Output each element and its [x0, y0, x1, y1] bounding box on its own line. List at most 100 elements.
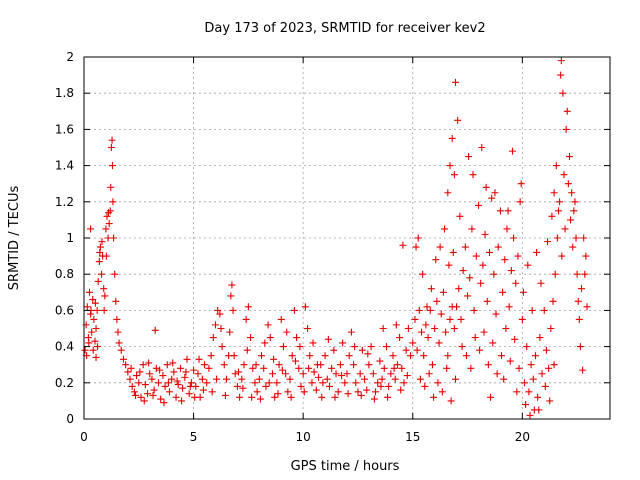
data-point: [378, 375, 386, 383]
data-point: [308, 379, 316, 387]
data-point: [428, 361, 436, 369]
y-tick-label: 1.4: [55, 159, 74, 173]
data-point: [325, 382, 333, 390]
data-point: [396, 334, 404, 342]
data-point: [365, 361, 373, 369]
data-point: [90, 315, 98, 323]
data-point: [313, 361, 321, 369]
data-point: [570, 207, 578, 215]
data-point: [445, 261, 453, 269]
data-point: [176, 364, 184, 372]
data-point: [117, 346, 125, 354]
x-tick-label: 15: [405, 430, 420, 444]
data-point: [137, 393, 145, 401]
data-point: [431, 325, 439, 332]
data-point: [231, 370, 239, 378]
data-point: [393, 361, 401, 369]
data-point: [521, 379, 529, 387]
data-point: [544, 238, 552, 246]
data-point: [557, 57, 565, 65]
data-point: [198, 375, 206, 383]
data-points: [81, 57, 591, 419]
data-point: [389, 352, 397, 360]
data-point: [461, 243, 469, 251]
data-point: [344, 390, 352, 398]
data-point: [295, 364, 303, 372]
data-point: [201, 361, 209, 369]
data-point: [442, 328, 450, 336]
data-point: [244, 303, 252, 311]
data-point: [512, 279, 520, 287]
data-point: [438, 388, 446, 396]
data-point: [498, 352, 506, 360]
data-point: [114, 328, 122, 336]
data-point: [367, 343, 375, 351]
data-point: [275, 361, 283, 369]
data-point: [221, 391, 229, 399]
data-point: [98, 270, 106, 278]
data-point: [233, 382, 241, 390]
data-point: [459, 267, 467, 275]
data-point: [212, 321, 219, 329]
data-point: [261, 339, 269, 347]
data-point: [179, 384, 187, 392]
data-point: [581, 270, 589, 278]
data-point: [119, 355, 127, 363]
data-point: [556, 198, 564, 206]
data-point: [402, 346, 410, 354]
data-point: [572, 234, 580, 242]
data-point: [156, 366, 164, 374]
data-point: [377, 382, 385, 390]
data-point: [286, 375, 294, 383]
data-point: [503, 225, 511, 233]
data-point: [371, 388, 379, 396]
data-point: [376, 357, 384, 365]
data-point: [575, 315, 583, 323]
data-point: [100, 285, 108, 293]
data-point: [443, 364, 451, 372]
data-point: [457, 315, 465, 323]
data-point: [256, 395, 264, 403]
data-point: [112, 297, 120, 305]
data-point: [492, 310, 500, 318]
data-point: [550, 361, 558, 369]
data-point: [350, 361, 358, 369]
data-point: [110, 234, 118, 242]
data-point: [557, 71, 565, 79]
data-point: [209, 334, 217, 342]
data-point: [203, 379, 211, 387]
data-point: [419, 270, 427, 278]
data-point: [426, 306, 434, 314]
data-point: [482, 183, 490, 191]
data-point: [293, 334, 301, 342]
data-point: [488, 194, 496, 202]
data-point: [425, 370, 433, 378]
data-point: [430, 393, 438, 401]
data-point: [152, 364, 160, 372]
data-point: [505, 303, 513, 311]
data-point: [435, 339, 443, 347]
data-point: [296, 343, 304, 351]
data-point: [407, 352, 415, 360]
data-point: [140, 397, 148, 405]
data-point: [515, 364, 523, 372]
x-tick-label: 5: [190, 430, 198, 444]
data-point: [299, 370, 307, 378]
data-point: [309, 339, 317, 347]
data-point: [484, 361, 492, 369]
data-point: [398, 364, 406, 372]
data-point: [524, 261, 532, 269]
data-point: [448, 134, 456, 142]
data-point: [540, 306, 548, 314]
data-point: [159, 372, 167, 380]
data-point: [195, 355, 203, 363]
data-point: [248, 393, 256, 401]
data-point: [409, 339, 417, 347]
data-point: [552, 162, 560, 170]
data-point: [91, 299, 99, 307]
data-point: [164, 379, 172, 387]
data-point: [480, 328, 488, 336]
data-point: [83, 303, 91, 311]
data-point: [573, 270, 581, 278]
data-point: [172, 393, 180, 401]
